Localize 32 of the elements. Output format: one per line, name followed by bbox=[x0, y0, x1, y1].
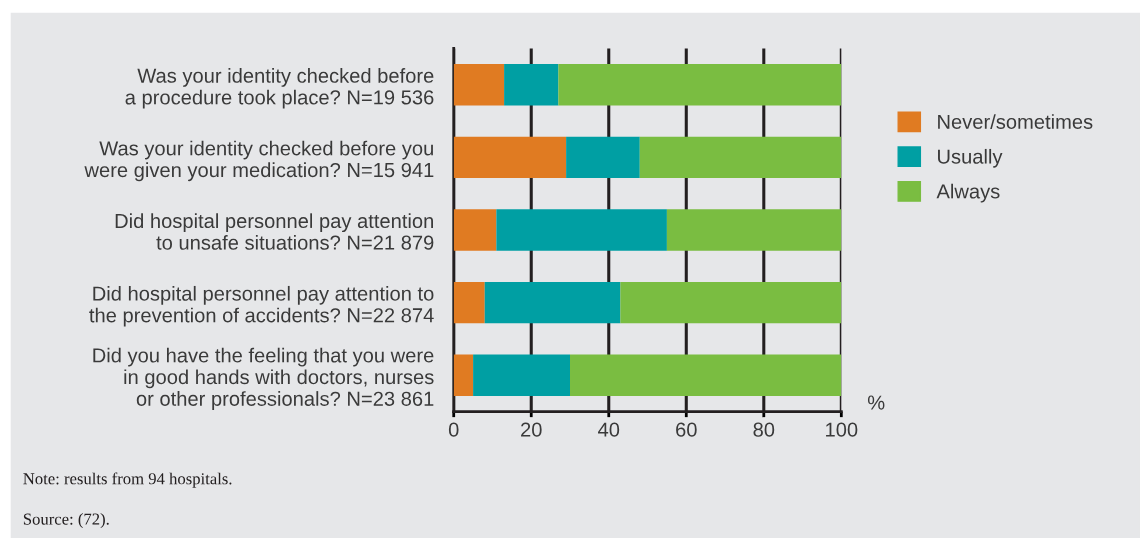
bar bbox=[666, 209, 842, 251]
legend-label: Never/sometimes bbox=[938, 114, 1093, 129]
bar bbox=[558, 64, 842, 106]
text: Note: results from 94 hospitals. bbox=[23, 472, 232, 488]
bar bbox=[570, 354, 842, 396]
x-tick-label: 40 bbox=[598, 422, 620, 437]
x-tick-label: 0 bbox=[448, 422, 459, 437]
y-tick-label: Did hospital personnel pay attention to unsafe situations? N=21 879 bbox=[115, 213, 434, 250]
bar bbox=[484, 281, 621, 324]
legend-label: Always bbox=[936, 183, 1000, 203]
legend-label: Usually bbox=[938, 148, 1003, 168]
y-tick-label: Was your identity checked before a procedure took place? N=19 536 bbox=[125, 68, 434, 109]
bar bbox=[504, 64, 559, 106]
bar bbox=[453, 209, 497, 251]
source-note: Source: (72). bbox=[23, 512, 109, 529]
bar bbox=[639, 136, 842, 179]
bar bbox=[620, 281, 842, 324]
x-axis-title: % bbox=[867, 395, 885, 410]
bar bbox=[453, 281, 485, 324]
y-tick-label: Did you have the feeling that you were in good hands with doctors, nurses or other professionals? N=23 861 bbox=[93, 347, 434, 410]
x-tick-label: 80 bbox=[753, 422, 775, 437]
y-tick-label: Was your identity checked before you were given your medication? N=15 941 bbox=[84, 140, 434, 182]
x-tick-label: 60 bbox=[676, 422, 697, 437]
x-tick-label: 20 bbox=[521, 422, 542, 437]
bar bbox=[496, 209, 667, 251]
bar bbox=[566, 136, 640, 179]
bar bbox=[453, 354, 474, 396]
bar bbox=[453, 64, 505, 106]
bar bbox=[453, 136, 567, 179]
y-tick-label: Did hospital personnel pay attention to the prevention of accidents? N=22 874 bbox=[89, 285, 434, 327]
bar bbox=[473, 354, 570, 396]
x-tick-label: 100 bbox=[826, 422, 858, 437]
